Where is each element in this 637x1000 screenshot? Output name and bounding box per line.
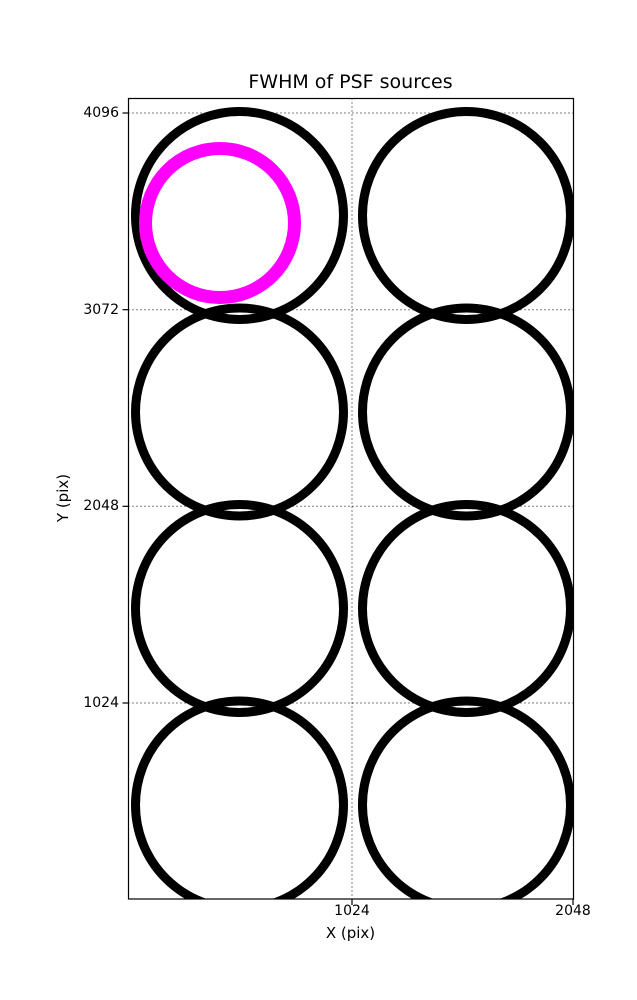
psf-circle — [358, 107, 574, 324]
x-tick-label: 1024 — [334, 903, 370, 919]
highlighted-psf-circle — [139, 142, 301, 304]
axes-box — [127, 97, 575, 900]
psf-circle — [358, 696, 574, 899]
psf-circle — [358, 303, 574, 521]
x-tick-label: 2048 — [555, 903, 591, 919]
y-tick-label: 1024 — [83, 695, 119, 711]
psf-circle — [358, 500, 574, 717]
y-tick-label: 2048 — [83, 498, 119, 515]
psf-circle — [131, 500, 348, 717]
x-axis-label: X (pix) — [325, 924, 376, 942]
psf-circle — [131, 107, 348, 324]
y-tick-label: 4096 — [83, 105, 119, 121]
psf-circle — [131, 303, 348, 521]
y-tick-label: 3072 — [83, 301, 119, 318]
psf-circle — [131, 696, 348, 899]
chart-title: FWHM of PSF sources — [248, 71, 453, 93]
data-points-layer — [131, 107, 574, 899]
